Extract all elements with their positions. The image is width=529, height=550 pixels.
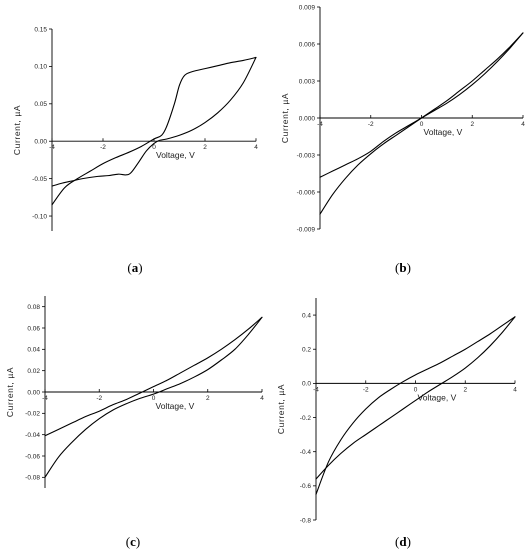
x-tick-label: -4: [313, 386, 319, 393]
x-tick-label: 0: [420, 121, 424, 128]
series-line-2: [44, 316, 263, 437]
x-tick-label: 4: [260, 395, 264, 402]
y-tick-label: -0.06: [25, 453, 40, 460]
series-line-1: [51, 56, 257, 206]
y-tick-label: -0.04: [25, 432, 40, 439]
y-tick-label: 0.05: [34, 101, 47, 108]
x-tick-label: 0: [152, 395, 156, 402]
x-tick-label: -2: [368, 121, 374, 128]
y-tick-label: 0.08: [27, 304, 40, 311]
panel-label: (b): [395, 260, 411, 275]
y-tick-label: 0.00: [27, 389, 40, 396]
y-tick-label: 0.006: [299, 41, 316, 48]
y-tick-label: -0.006: [297, 189, 316, 196]
series-line-2: [319, 32, 524, 178]
x-tick-label: 0: [152, 144, 156, 151]
y-tick-label: -0.05: [32, 176, 47, 183]
x-tick-label: -4: [49, 144, 55, 151]
panel-label: (c): [126, 534, 140, 549]
series-line-1: [315, 316, 516, 495]
y-tick-label: -0.6: [300, 483, 312, 490]
panel-a: -4 -2 0 2 4 -0.10 -0.05 0.00 0.05 0.10 0.15 Voltage…: [12, 26, 258, 275]
x-axis-title: Voltage, V: [156, 401, 195, 411]
y-tick-label: 0.15: [34, 26, 47, 33]
panel-label: (d): [395, 534, 411, 549]
y-tick-label: 0.0: [302, 381, 311, 388]
y-tick-label: -0.003: [297, 152, 316, 159]
y-tick-label: -0.009: [297, 226, 316, 233]
y-axis-title: Current, µA: [5, 367, 15, 417]
series-line-2: [315, 316, 516, 480]
y-tick-label: 0.00: [34, 139, 47, 146]
x-axis-title: Voltage, V: [156, 150, 195, 160]
panel-b: -4 -2 0 2 4 -0.009 -0.006 -0.003 0.000 0.003 0.006…: [280, 4, 525, 275]
panel-d: -4 -2 0 2 4 -0.8 -0.6 -0.4 -0.2 0.0 0.2 0.4 Voltage,…: [276, 298, 517, 549]
y-axis-title: Current, µA: [276, 384, 286, 434]
x-tick-label: -4: [42, 395, 48, 402]
x-axis-title: Voltage, V: [424, 127, 463, 137]
x-tick-label: -2: [363, 386, 369, 393]
y-tick-label: -0.8: [300, 517, 312, 524]
y-tick-label: 0.06: [27, 325, 40, 332]
series-line-2: [51, 56, 257, 187]
y-tick-label: 0.10: [34, 64, 47, 71]
y-tick-label: 0.04: [27, 347, 40, 354]
y-tick-label: 0.4: [302, 312, 311, 319]
y-tick-label: 0.2: [302, 347, 311, 354]
x-tick-label: 4: [521, 121, 525, 128]
x-tick-label: 2: [463, 386, 467, 393]
y-tick-label: -0.10: [32, 213, 47, 220]
y-tick-label: 0.003: [299, 78, 316, 85]
x-tick-label: 2: [203, 144, 207, 151]
y-tick-label: 0.009: [299, 4, 316, 11]
y-tick-label: 0.02: [27, 368, 40, 375]
panel-c: -4 -2 0 2 4 -0.08 -0.06 -0.04 -0.02 0.00 0.02 0.04 0…: [5, 296, 264, 549]
y-tick-label: -0.08: [25, 475, 40, 482]
x-axis-title: Voltage, V: [418, 392, 457, 402]
y-axis-title: Current, µA: [12, 105, 22, 155]
x-tick-label: -2: [96, 395, 102, 402]
x-tick-label: 4: [513, 386, 517, 393]
y-tick-label: -0.2: [300, 415, 312, 422]
y-tick-label: -0.4: [300, 449, 312, 456]
x-tick-label: -2: [100, 144, 106, 151]
y-tick-label: -0.02: [25, 411, 40, 418]
y-axis-title: Current, µA: [280, 93, 290, 143]
y-tick-label: 0.000: [299, 115, 316, 122]
x-tick-label: 2: [470, 121, 474, 128]
x-tick-label: 2: [206, 395, 210, 402]
x-tick-label: -4: [317, 121, 323, 128]
series-line-1: [44, 316, 263, 478]
x-tick-label: 0: [414, 386, 418, 393]
x-tick-label: 4: [254, 144, 258, 151]
panel-label: (a): [127, 260, 142, 275]
